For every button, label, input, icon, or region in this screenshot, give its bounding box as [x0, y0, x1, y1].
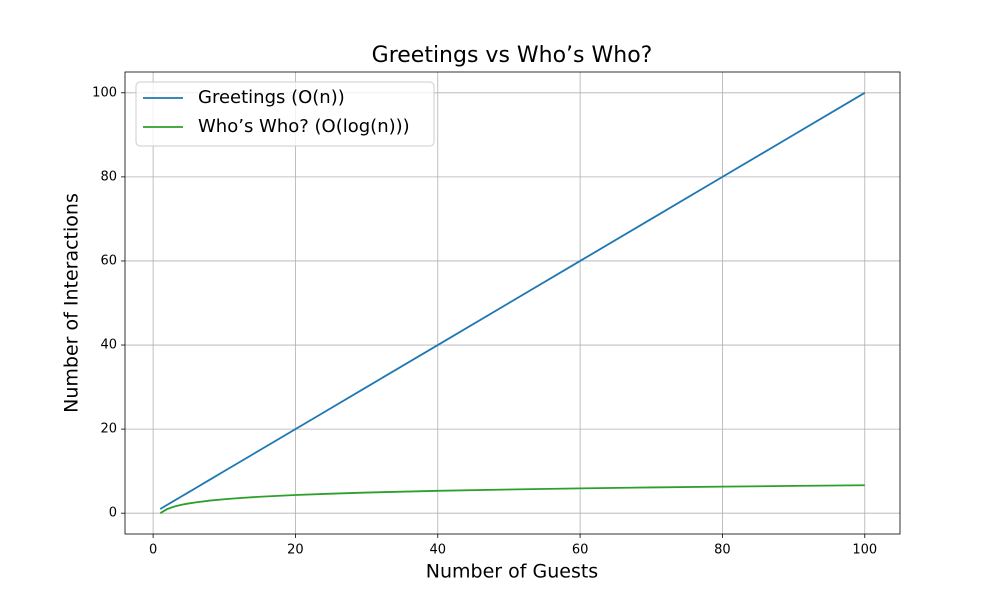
y-tick-label: 60 — [100, 253, 117, 268]
legend-box — [135, 81, 435, 147]
x-tick-label: 80 — [714, 543, 731, 558]
x-tick-label: 100 — [852, 543, 877, 558]
y-tick-label: 80 — [100, 169, 117, 184]
x-tick-label: 60 — [572, 543, 589, 558]
y-tick-label: 100 — [92, 85, 117, 100]
y-tick-label: 0 — [109, 506, 117, 521]
plot-frame — [124, 71, 901, 535]
x-tick-label: 20 — [287, 543, 304, 558]
y-tick-label: 40 — [100, 338, 117, 353]
x-tick-label: 40 — [430, 543, 447, 558]
chart-title: Greetings vs Who’s Who? — [372, 43, 653, 68]
x-tick-label: 0 — [149, 543, 157, 558]
line — [159, 92, 866, 510]
legend-label: Who’s Who? (O(log(n))) — [198, 116, 410, 137]
legend-label: Greetings (O(n)) — [198, 87, 345, 108]
y-axis-label: Number of Interactions — [61, 193, 83, 413]
x-axis-label: Number of Guests — [426, 561, 598, 583]
y-tick-label: 20 — [100, 422, 117, 437]
line — [159, 484, 865, 514]
